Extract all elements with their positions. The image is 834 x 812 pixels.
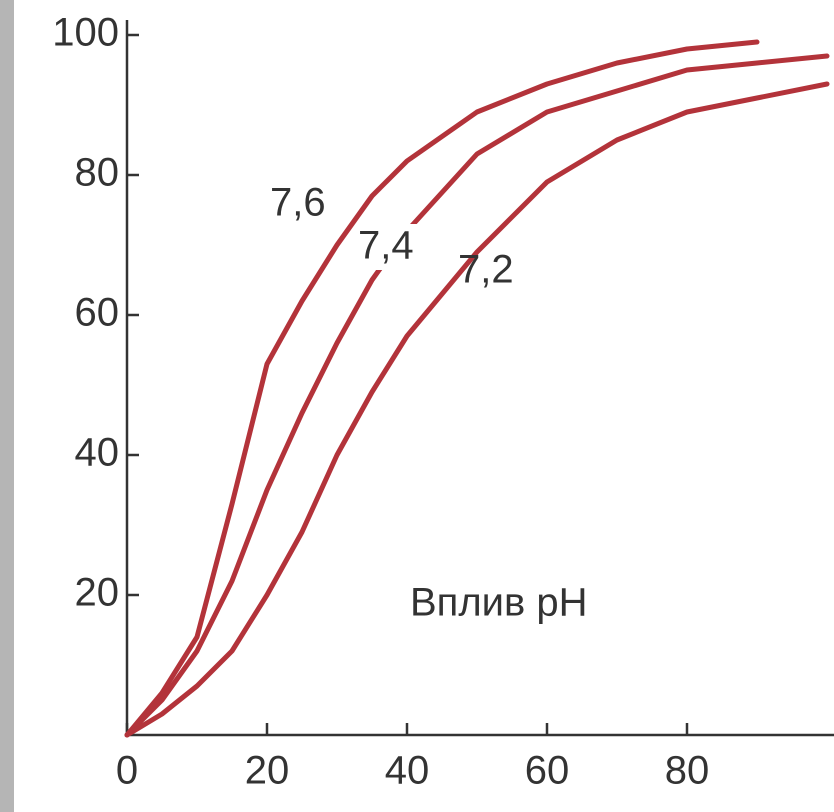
series-label: 7,4	[358, 224, 414, 268]
curve	[127, 42, 757, 735]
chart: Вплив pH 20 40 60 80 100 0 20 40 60 80 7,6 7,4 7,2	[0, 0, 834, 812]
x-tick-label: 80	[665, 749, 710, 793]
x-tick-label: 20	[245, 749, 290, 793]
x-tick-label: 60	[525, 749, 570, 793]
y-tick-label: 60	[75, 291, 120, 335]
series-label: 7,2	[458, 248, 514, 292]
y-tick-label: 100	[52, 11, 119, 55]
x-tick-label: 40	[385, 749, 430, 793]
x-tick-label: 0	[116, 749, 138, 793]
page: Вплив pH 204060801000204060807,67,47,2 (…	[0, 0, 834, 812]
y-tick-label: 80	[75, 151, 120, 195]
series-label: 7,6	[270, 181, 326, 225]
curve	[127, 56, 827, 735]
y-tick-label: 20	[75, 571, 120, 615]
y-tick-label: 40	[75, 431, 120, 475]
left-border	[0, 0, 14, 812]
curve	[127, 84, 827, 735]
annotation: Вплив pH	[410, 581, 588, 625]
